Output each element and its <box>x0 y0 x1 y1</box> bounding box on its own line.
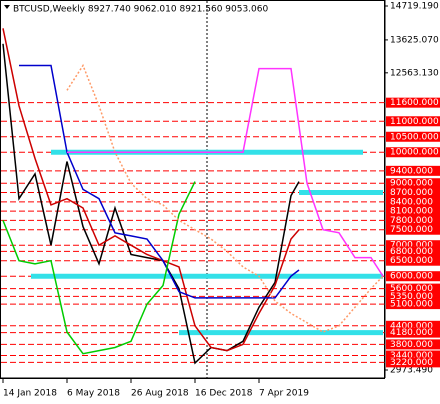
x-tick-label: 7 Apr 2019 <box>259 389 309 399</box>
level-label: 11600.000 <box>390 98 439 108</box>
level-label-bg <box>386 283 440 294</box>
y-tick-label: 12563.130 <box>390 68 439 78</box>
x-tick-label: 6 May 2018 <box>67 389 120 399</box>
level-label: 8100.000 <box>390 207 433 217</box>
level-label: 9000.000 <box>390 179 433 189</box>
level-label-bg <box>386 255 440 266</box>
level-label: 5600.000 <box>390 284 433 294</box>
series-line <box>2 181 196 355</box>
level-label-bg <box>386 246 440 257</box>
level-label-bg <box>386 178 440 189</box>
x-tick-label: 16 Dec 2018 <box>195 389 253 399</box>
series-line <box>66 63 384 333</box>
series-line <box>2 43 300 365</box>
level-label-bg <box>386 196 440 207</box>
y-tick-label: 13625.070 <box>390 35 439 45</box>
chart-title: BTCUSD,Weekly 8927.740 9062.010 8921.560… <box>13 5 268 15</box>
level-label-bg <box>386 339 440 350</box>
level-label: 3440.000 <box>390 351 433 361</box>
level-label-bg <box>386 116 440 127</box>
level-label: 6000.000 <box>390 272 433 282</box>
series-line <box>67 67 384 277</box>
level-label: 4400.000 <box>390 321 433 331</box>
level-label: 6800.000 <box>390 247 433 257</box>
level-label: 3220.000 <box>390 358 433 368</box>
level-label: 8700.000 <box>390 188 433 198</box>
level-label: 6500.000 <box>390 256 433 266</box>
level-label-bg <box>386 224 440 235</box>
title-icon <box>4 5 10 9</box>
level-label-bg <box>386 320 440 331</box>
level-label-bg <box>386 291 440 302</box>
level-label: 11000.000 <box>390 117 439 127</box>
level-label: 7000.000 <box>390 241 433 251</box>
level-label: 3800.000 <box>390 340 433 350</box>
y-tick-label: 14719.190 <box>390 2 439 12</box>
level-label: 8400.000 <box>390 197 433 207</box>
level-label: 10000.000 <box>390 148 439 158</box>
level-label-bg <box>386 165 440 176</box>
level-label: 7800.000 <box>390 216 433 226</box>
level-label: 4180.000 <box>390 328 433 338</box>
level-label-bg <box>386 215 440 226</box>
level-label-bg <box>386 357 440 368</box>
level-label-bg <box>386 271 440 282</box>
y-tick-label: 2973.490 <box>390 366 433 376</box>
level-label-bg <box>386 131 440 142</box>
level-label-bg <box>386 187 440 198</box>
level-label: 5350.000 <box>390 292 433 302</box>
level-label-bg <box>386 147 440 158</box>
series-line <box>2 28 300 352</box>
level-label-bg <box>386 299 440 310</box>
level-label: 7500.000 <box>390 225 433 235</box>
level-label: 9400.000 <box>390 166 433 176</box>
level-label-bg <box>386 350 440 361</box>
level-label-bg <box>386 206 440 217</box>
x-tick-label: 26 Aug 2018 <box>131 389 189 399</box>
level-label: 10500.000 <box>390 132 439 142</box>
level-label: 5100.000 <box>390 300 433 310</box>
level-label-bg <box>386 327 440 338</box>
level-label-bg <box>386 97 440 108</box>
x-tick-label: 14 Jan 2018 <box>3 389 57 399</box>
level-label-bg <box>386 240 440 251</box>
